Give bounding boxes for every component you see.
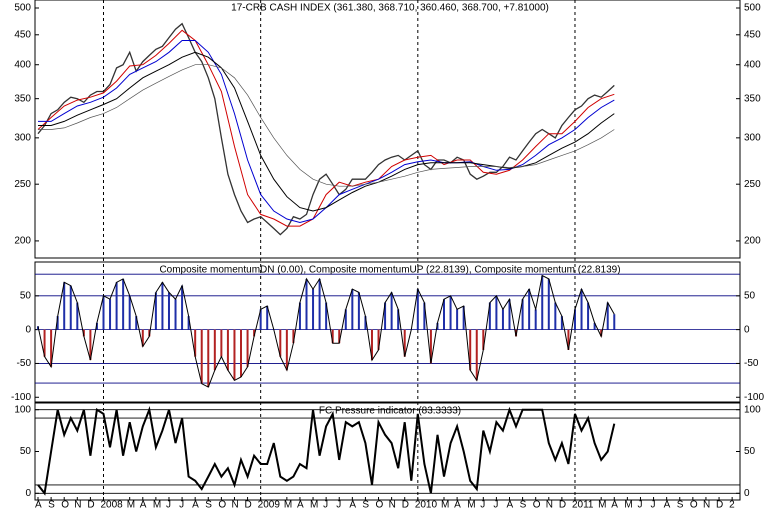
x-tick-label: 2010 <box>415 500 438 511</box>
x-tick-label: 2011 <box>572 500 594 511</box>
y-tick-label-right: 50 <box>744 290 756 301</box>
x-tick-label: M <box>310 500 318 511</box>
x-tick-label: S <box>48 500 55 511</box>
x-tick-label: A <box>664 500 671 511</box>
x-tick-label: D <box>87 500 94 511</box>
x-tick-label: 2008 <box>100 500 123 511</box>
x-tick-label: A <box>611 500 618 511</box>
y-tick-label: 300 <box>14 132 31 143</box>
y-tick-label: 0 <box>25 324 31 335</box>
x-tick-label: J <box>323 500 328 511</box>
y-tick-label: 100 <box>14 404 31 415</box>
x-tick-label: N <box>703 500 710 511</box>
data-line <box>38 64 615 187</box>
y-tick-label: 400 <box>14 59 31 70</box>
y-tick-label-right: 500 <box>744 3 761 14</box>
y-tick-label: 50 <box>20 290 32 301</box>
x-tick-label: J <box>166 500 171 511</box>
y-tick-label: 450 <box>14 29 31 40</box>
y-tick-label-right: 350 <box>744 93 761 104</box>
x-tick-label: A <box>140 500 147 511</box>
y-tick-label-right: 200 <box>744 236 761 247</box>
y-tick-label-right: -50 <box>744 358 759 369</box>
x-tick-label: S <box>362 500 369 511</box>
y-tick-label-right: 300 <box>744 132 761 143</box>
x-tick-label: J <box>493 500 498 511</box>
y-tick-label: 0 <box>25 488 31 499</box>
y-tick-label: -50 <box>17 358 32 369</box>
x-tick-label: 2 <box>729 500 735 511</box>
x-tick-label: A <box>506 500 513 511</box>
x-tick-label: O <box>690 500 698 511</box>
y-tick-label-right: 0 <box>744 324 750 335</box>
x-tick-label: N <box>389 500 396 511</box>
y-tick-label: -100 <box>11 392 31 403</box>
y-tick-label-right: 100 <box>744 404 761 415</box>
x-tick-label: M <box>284 500 292 511</box>
x-tick-label: O <box>533 500 541 511</box>
x-tick-label: A <box>297 500 304 511</box>
x-tick-label: 2009 <box>258 500 281 511</box>
panel-title: 17-CRB CASH INDEX (361.380, 368.710, 360… <box>231 3 549 14</box>
x-tick-label: D <box>716 500 723 511</box>
y-tick-label: 200 <box>14 236 31 247</box>
x-tick-label: O <box>61 500 69 511</box>
data-line <box>37 406 616 496</box>
x-tick-label: S <box>520 500 527 511</box>
data-line <box>37 274 615 388</box>
x-tick-label: M <box>153 500 161 511</box>
x-tick-label: A <box>192 500 199 511</box>
y-tick-label-right: 250 <box>744 179 761 190</box>
panel-title: Composite momentumDN (0.00), Composite m… <box>159 265 620 276</box>
y-tick-label-right: 50 <box>744 446 756 457</box>
x-tick-label: M <box>598 500 606 511</box>
x-tick-label: O <box>218 500 226 511</box>
panel-frame <box>34 261 741 403</box>
x-tick-label: J <box>336 500 341 511</box>
panel-frame <box>34 0 741 259</box>
x-tick-label: J <box>651 500 656 511</box>
y-tick-label: 500 <box>14 3 31 14</box>
y-tick-label-right: 400 <box>744 59 761 70</box>
x-tick-label: A <box>349 500 356 511</box>
x-tick-label: N <box>74 500 81 511</box>
x-tick-label: J <box>480 500 485 511</box>
y-tick-label: 250 <box>14 179 31 190</box>
x-tick-label: D <box>402 500 409 511</box>
x-tick-label: M <box>624 500 632 511</box>
panel-title: FC Pressure indicator (83.3333) <box>319 406 461 417</box>
x-tick-label: J <box>637 500 642 511</box>
x-tick-label: O <box>376 500 384 511</box>
x-tick-label: D <box>245 500 252 511</box>
y-tick-label-right: 0 <box>744 488 750 499</box>
y-tick-label-right: -100 <box>744 392 764 403</box>
y-tick-label-right: 450 <box>744 29 761 40</box>
y-tick-label: 50 <box>20 446 32 457</box>
x-tick-label: A <box>454 500 461 511</box>
x-tick-label: M <box>467 500 475 511</box>
x-tick-label: S <box>205 500 212 511</box>
y-tick-label: 350 <box>14 93 31 104</box>
x-tick-label: J <box>179 500 184 511</box>
x-tick-label: M <box>441 500 449 511</box>
data-line <box>37 22 615 236</box>
x-tick-label: N <box>546 500 553 511</box>
x-tick-label: M <box>127 500 135 511</box>
x-tick-label: D <box>559 500 566 511</box>
x-tick-label: N <box>231 500 238 511</box>
x-tick-label: S <box>677 500 684 511</box>
x-tick-label: A <box>35 500 42 511</box>
data-line <box>37 29 615 227</box>
